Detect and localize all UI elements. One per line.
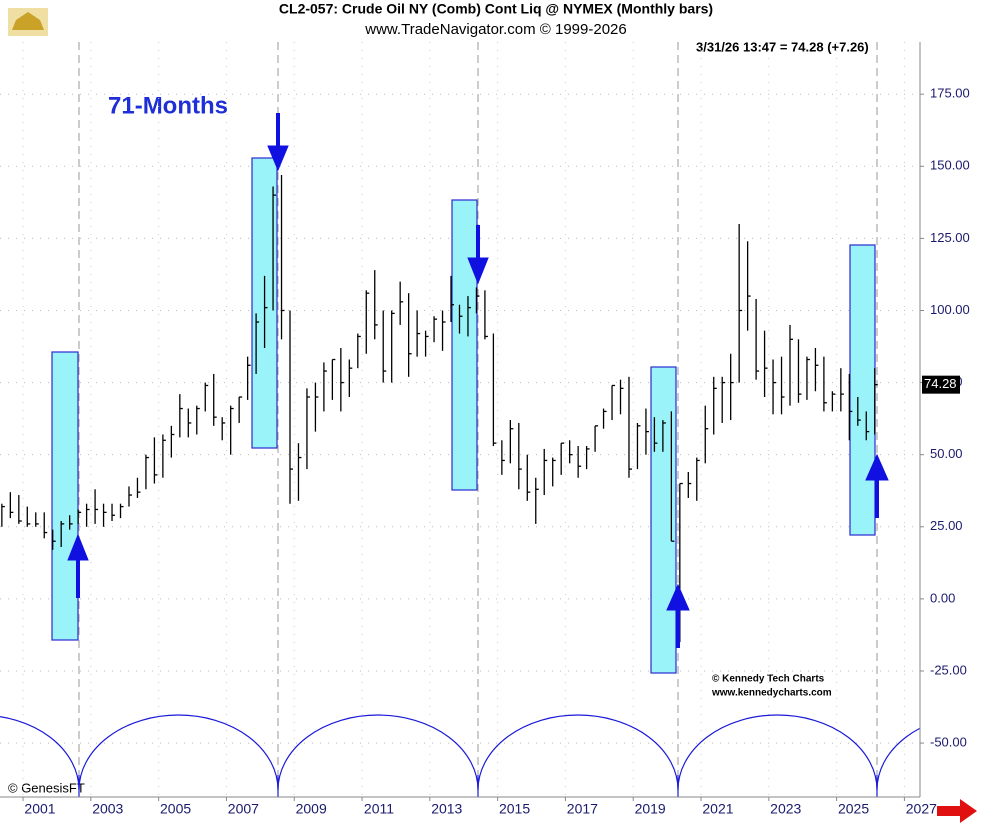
last-price-box — [922, 375, 960, 394]
annotation: 71-Months — [108, 92, 228, 119]
x-tick-label: 2007 — [228, 801, 259, 817]
cycle-arrows — [67, 113, 889, 648]
cycle-lows — [78, 42, 878, 797]
price-bars — [1, 174, 878, 643]
x-tick-label: 2005 — [160, 801, 191, 817]
last-price-label: 74.28 — [924, 376, 957, 391]
y-tick-label: 150.00 — [930, 158, 970, 173]
y-tick-label: -50.00 — [930, 735, 967, 750]
y-tick-label: 0.00 — [930, 590, 955, 605]
x-tick-label: 2025 — [838, 801, 869, 817]
axes: -50.00-25.000.0025.0050.0075.00100.00125… — [22, 86, 970, 817]
credit: www.kennedycharts.com — [711, 688, 832, 699]
y-tick-label: 175.00 — [930, 86, 970, 101]
cycle-arcs — [0, 714, 920, 797]
x-tick-label: 2023 — [770, 801, 801, 817]
chart-subtitle: www.TradeNavigator.com © 1999-2026 — [364, 21, 626, 38]
x-tick-label: 2015 — [499, 801, 530, 817]
x-tick-label: 2009 — [296, 801, 327, 817]
scroll-arrow[interactable] — [937, 799, 977, 823]
quote: 3/31/26 13:47 = 74.28 (+7.26) — [696, 39, 869, 54]
x-tick-label: 2003 — [92, 801, 123, 817]
x-tick-label: 2001 — [24, 801, 55, 817]
credit: © Kennedy Tech Charts — [712, 674, 825, 685]
x-tick-label: 2011 — [364, 801, 394, 817]
y-tick-label: 100.00 — [930, 302, 970, 317]
x-tick-label: 2027 — [906, 801, 937, 817]
chart-title: CL2-057: Crude Oil NY (Comb) Cont Liq @ … — [279, 1, 713, 17]
y-tick-label: 125.00 — [930, 230, 970, 245]
x-tick-label: 2017 — [567, 801, 598, 817]
x-tick-label: 2021 — [702, 801, 733, 817]
y-tick-label: 50.00 — [930, 446, 963, 461]
x-tick-label: 2013 — [431, 801, 462, 817]
x-tick-label: 2019 — [635, 801, 666, 817]
y-tick-label: 25.00 — [930, 518, 963, 533]
y-tick-label: -25.00 — [930, 662, 967, 677]
credit: © GenesisFT — [8, 780, 85, 795]
logo — [8, 8, 48, 36]
